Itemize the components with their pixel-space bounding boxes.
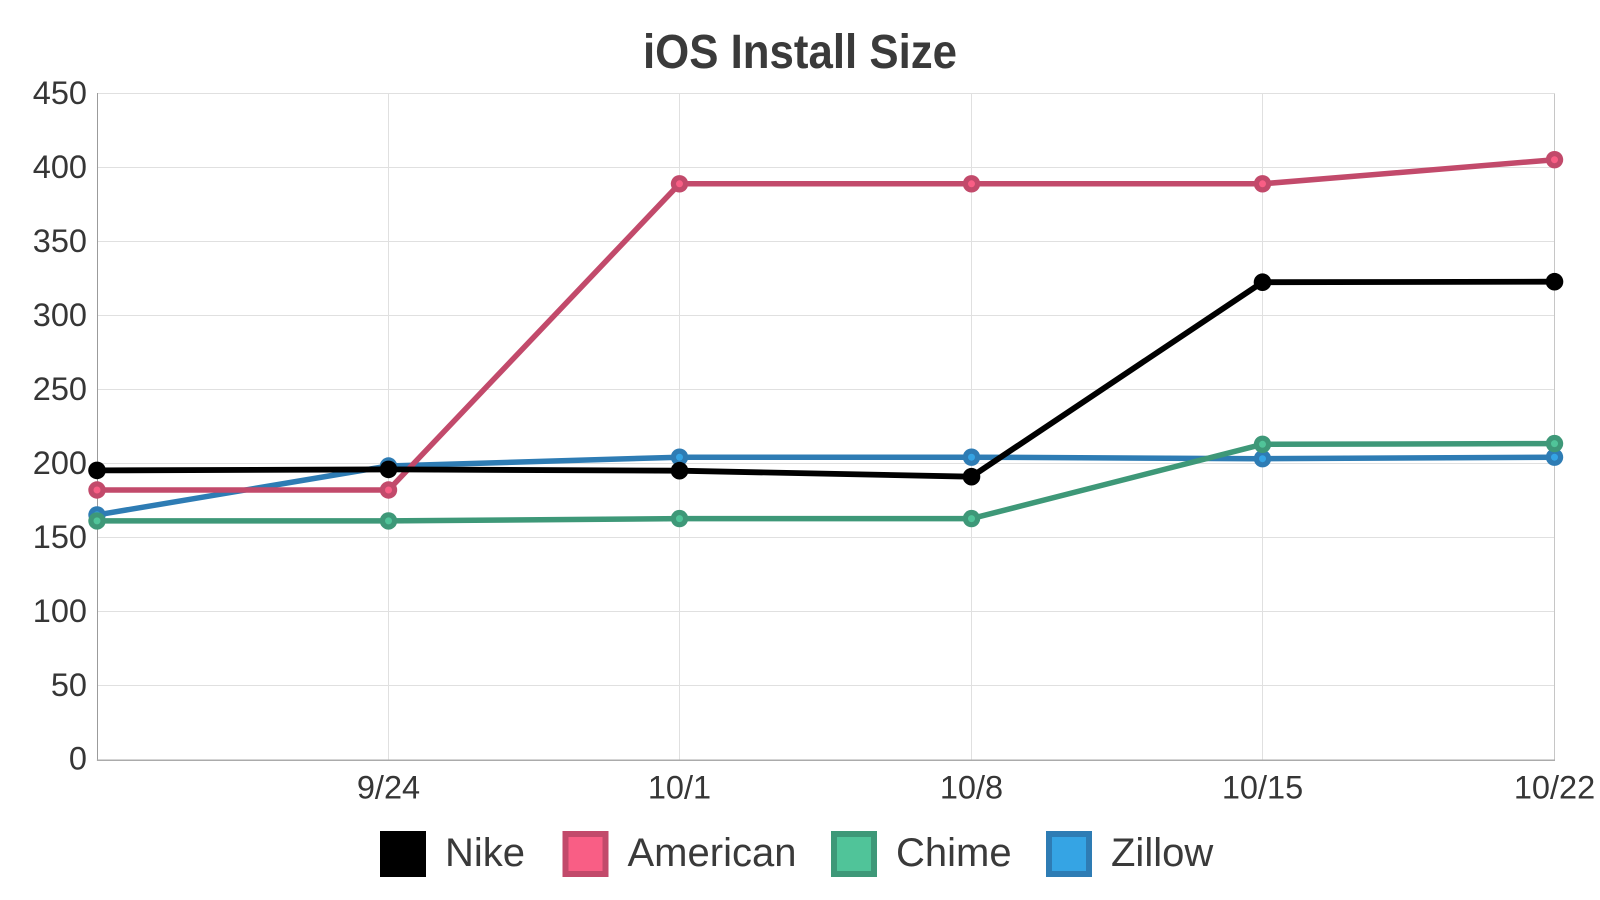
svg-text:10/15: 10/15 [1222, 769, 1303, 805]
svg-text:American: American [628, 831, 797, 875]
svg-text:10/1: 10/1 [648, 769, 711, 805]
svg-text:200: 200 [33, 445, 87, 481]
svg-text:400: 400 [33, 149, 87, 185]
svg-text:iOS Install Size: iOS Install Size [643, 26, 957, 79]
svg-text:10/8: 10/8 [940, 769, 1003, 805]
svg-text:10/22: 10/22 [1514, 769, 1595, 805]
svg-text:9/24: 9/24 [357, 769, 420, 805]
svg-text:450: 450 [33, 75, 87, 111]
svg-text:Nike: Nike [445, 831, 525, 875]
svg-text:350: 350 [33, 223, 87, 259]
svg-text:Zillow: Zillow [1111, 831, 1213, 875]
svg-text:300: 300 [33, 297, 87, 333]
svg-text:0: 0 [69, 741, 87, 777]
svg-text:Chime: Chime [896, 831, 1012, 875]
svg-text:50: 50 [51, 667, 87, 703]
svg-text:100: 100 [33, 593, 87, 629]
svg-text:150: 150 [33, 519, 87, 555]
svg-text:250: 250 [33, 371, 87, 407]
